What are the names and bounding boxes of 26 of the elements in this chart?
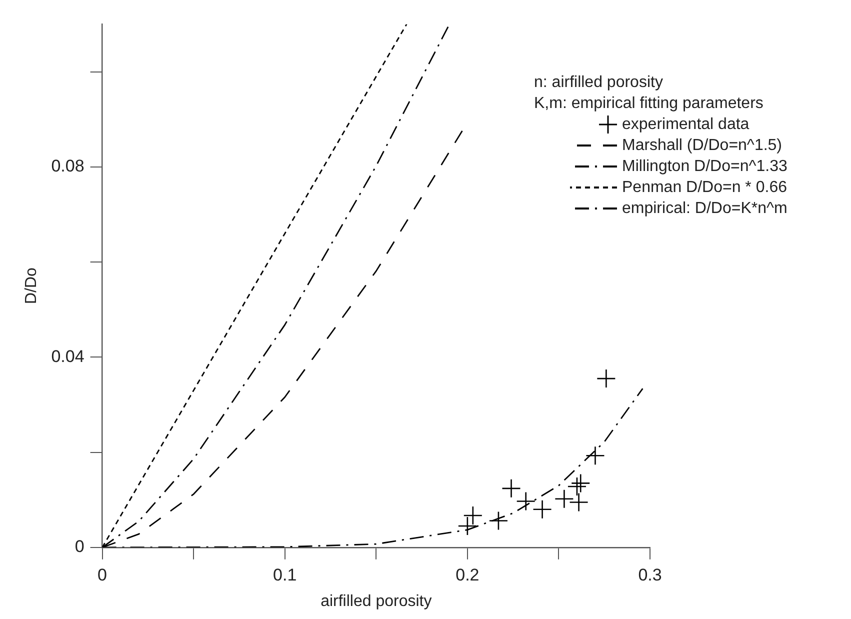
y-tick-label: 0: [74, 537, 84, 556]
point: [567, 476, 587, 496]
x-tick-label: 0.3: [638, 565, 662, 584]
legend-label: experimental data: [622, 115, 750, 135]
point: [596, 368, 616, 388]
point: [463, 506, 483, 526]
y-axis-title: D/Do: [23, 267, 40, 304]
x-tick-label: 0: [98, 565, 108, 584]
legend-label: empirical: D/Do=K*n^m: [622, 199, 788, 219]
point: [554, 489, 574, 509]
point: [532, 500, 552, 519]
point: [488, 511, 508, 530]
point: [570, 474, 590, 493]
legend-label: Marshall (D/Do=n^1.5): [622, 136, 782, 156]
x-tick-label: 0.1: [273, 565, 297, 584]
point: [458, 516, 478, 536]
point: [569, 492, 588, 512]
y-tick-label: 0.08: [51, 156, 84, 176]
legend-label: Millington D/Do=n^1.33: [622, 157, 788, 177]
y-tick-label: 0.04: [51, 346, 84, 366]
point: [502, 478, 521, 498]
x-axis-title: airfilled porosity: [320, 592, 432, 610]
legend-label: Penman D/Do=n * 0.66: [622, 178, 787, 198]
point: [516, 492, 536, 511]
point: [586, 446, 605, 466]
x-tick-label: 0.2: [456, 565, 480, 584]
